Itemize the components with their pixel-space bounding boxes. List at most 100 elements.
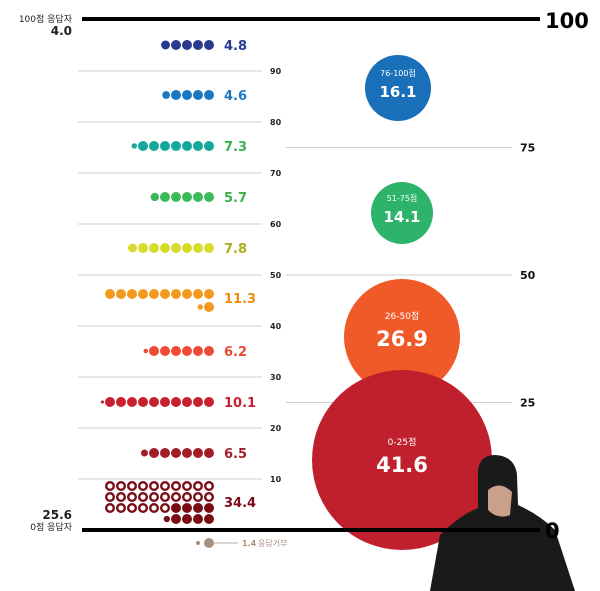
dot — [193, 289, 203, 299]
ring-dot — [104, 503, 115, 514]
ring-dot — [170, 492, 181, 503]
partial-dot — [197, 304, 203, 310]
dot — [160, 397, 170, 407]
ring-dot — [159, 503, 170, 514]
bubble-label: 76-100점 — [380, 68, 416, 78]
dot — [160, 448, 170, 458]
dot — [149, 346, 159, 356]
ring-dot — [104, 481, 115, 492]
dot — [171, 503, 181, 513]
dot — [116, 397, 126, 407]
partial-dot — [161, 40, 170, 50]
bin-value: 10.1 — [224, 396, 256, 411]
ring-dot — [148, 481, 159, 492]
dot — [182, 346, 192, 356]
partial-dot — [100, 400, 104, 404]
ring-dot — [137, 481, 148, 492]
partial-dot — [143, 348, 148, 354]
dot — [193, 243, 203, 253]
partial-dot — [140, 449, 148, 457]
tick-label: 60 — [270, 220, 282, 229]
dot — [182, 503, 192, 513]
partial-dot — [150, 192, 159, 202]
bubble-label: 51-75점 — [387, 193, 418, 203]
bin-value: 4.6 — [224, 89, 247, 104]
top-label-title: 100점 응답자 — [19, 13, 73, 25]
dot — [171, 90, 181, 100]
tick-label: 90 — [270, 67, 282, 76]
bubble-26-50점 — [344, 279, 460, 395]
person-hand — [488, 485, 512, 517]
bubble-value: 41.6 — [376, 453, 428, 477]
dot — [182, 514, 192, 524]
dot — [193, 40, 203, 50]
refusal-value: 1.4 — [242, 539, 257, 548]
top-label-value: 4.0 — [51, 24, 72, 38]
ring-dot — [181, 481, 192, 492]
refusal-partial-dot — [196, 541, 200, 545]
ring-dot — [126, 481, 137, 492]
dot — [204, 192, 214, 202]
dot — [204, 141, 214, 151]
ring-dot — [115, 492, 126, 503]
dot — [127, 397, 137, 407]
tick-label: 30 — [270, 373, 282, 382]
tick-label: 10 — [270, 475, 282, 484]
ring-dot — [192, 492, 203, 503]
right-tick-label: 75 — [520, 142, 535, 155]
ring-dot — [192, 481, 203, 492]
dot — [182, 448, 192, 458]
tick-label: 40 — [270, 322, 282, 331]
dot — [204, 40, 214, 50]
dot — [149, 243, 159, 253]
ring-dot — [137, 492, 148, 503]
partial-dot — [128, 243, 137, 253]
dot — [204, 514, 214, 524]
ring-dot — [137, 503, 148, 514]
bubble-51-75점 — [371, 182, 433, 244]
dot — [204, 90, 214, 100]
dot — [171, 448, 181, 458]
bottom-label-value: 25.6 — [42, 508, 72, 522]
partial-dot — [162, 91, 170, 99]
dot — [127, 289, 137, 299]
ring-dot — [126, 492, 137, 503]
partial-dot — [163, 515, 170, 523]
dot — [182, 192, 192, 202]
ring-dot — [115, 503, 126, 514]
dot — [193, 397, 203, 407]
tick-label: 80 — [270, 118, 282, 127]
dot — [149, 448, 159, 458]
dot — [193, 90, 203, 100]
bubble-value: 14.1 — [383, 208, 420, 226]
bubble-value: 26.9 — [376, 327, 428, 351]
refusal-dot — [204, 538, 214, 548]
dot — [193, 192, 203, 202]
dot — [171, 243, 181, 253]
ring-dot — [181, 492, 192, 503]
dot — [105, 397, 115, 407]
dot — [204, 448, 214, 458]
bin-value: 4.8 — [224, 39, 247, 54]
dot — [171, 289, 181, 299]
dot — [171, 397, 181, 407]
ring-dot — [203, 481, 214, 492]
right-tick-label: 50 — [520, 269, 536, 282]
partial-dot — [131, 143, 137, 149]
tick-label: 70 — [270, 169, 282, 178]
dot — [138, 397, 148, 407]
dot — [171, 141, 181, 151]
dot — [204, 302, 214, 312]
dot — [193, 141, 203, 151]
ring-dot — [104, 492, 115, 503]
dot — [182, 141, 192, 151]
bin-value: 11.3 — [224, 292, 256, 307]
dot — [160, 289, 170, 299]
dot — [149, 397, 159, 407]
bin-value: 5.7 — [224, 191, 247, 206]
dot — [105, 289, 115, 299]
dot — [182, 397, 192, 407]
dot — [138, 289, 148, 299]
